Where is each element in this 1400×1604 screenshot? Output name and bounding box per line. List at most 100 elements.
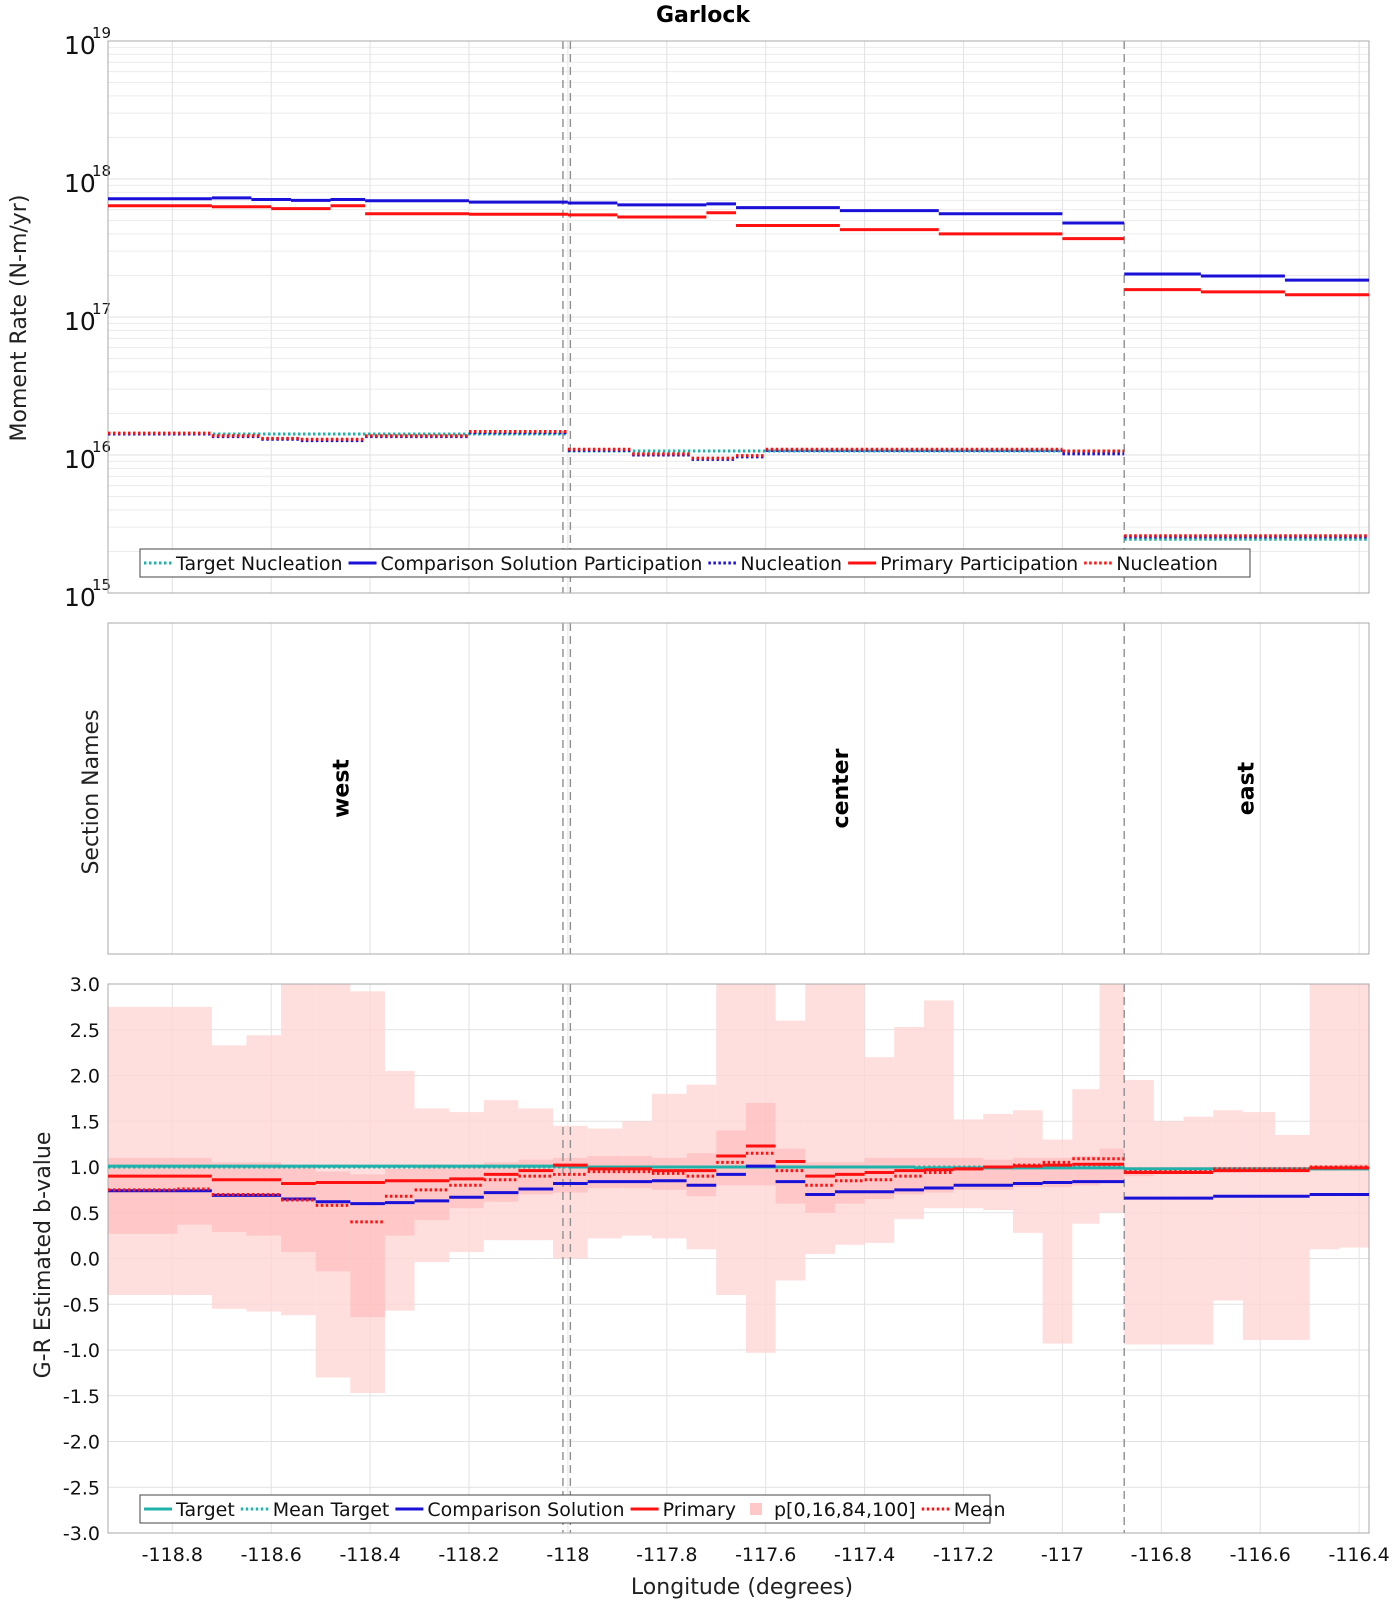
y-tick-exponent: 17 [92, 300, 111, 318]
b-value-panel: 3.0 2.5 2.0 1.5 1.0 0.5 0.0 -0.5 -1.0 -1.5 -2.0 -2.… [63, 974, 1370, 1545]
x-tick-label: -117.2 [933, 1544, 994, 1566]
band-p0-p100 [1242, 1112, 1276, 1340]
series-comparison-solution-participation [108, 196, 1369, 282]
y-tick-label: -2.0 [63, 1432, 100, 1454]
x-tick-label: -117.8 [636, 1544, 697, 1566]
band-p16-p84 [622, 1156, 652, 1189]
x-axis-label: Longitude (degrees) [631, 1575, 853, 1600]
band-p0-p100 [1213, 1110, 1243, 1301]
x-tick-label: -116.4 [1328, 1544, 1389, 1566]
band-p0-p100 [805, 984, 835, 1254]
band-p16-p84 [716, 1130, 746, 1186]
legend-box [139, 548, 1251, 578]
y-tick-label: 0.0 [70, 1249, 100, 1271]
band-p16-p84 [745, 1102, 776, 1186]
legend-label: Target [175, 1499, 235, 1521]
band-p16-p84 [805, 1162, 835, 1213]
figure-title: Garlock [656, 3, 751, 28]
band-p16-p84 [350, 1174, 385, 1318]
y-tick-label: 3.0 [70, 974, 100, 996]
plot-frame [107, 983, 1370, 1534]
plot-frame [107, 622, 1370, 955]
y-tick-label: -3.0 [63, 1523, 100, 1545]
band-p16-p84 [281, 1167, 316, 1253]
y-tick-label: -1.5 [63, 1386, 100, 1408]
x-tick-label: -117.6 [735, 1544, 796, 1566]
series-target-nucleation [108, 432, 1369, 541]
section-label-west: west [329, 759, 354, 818]
band-p0-p100 [834, 984, 865, 1245]
x-tick-label: -118.2 [438, 1544, 499, 1566]
y-tick-label: 1.0 [70, 1157, 100, 1179]
section-label-east: east [1234, 761, 1259, 815]
plot-frame [107, 40, 1370, 594]
band-p0-p100 [108, 1006, 178, 1296]
band-p0-p100 [1309, 984, 1340, 1250]
x-tick-label: -118.4 [339, 1544, 400, 1566]
y-tick-label: -0.5 [63, 1294, 100, 1316]
y-tick-label: 2.0 [70, 1066, 100, 1088]
section-label-center: center [829, 748, 854, 828]
y-axis-label-b-value: G-R Estimated b-value [31, 1132, 56, 1379]
series-mean [108, 1151, 1369, 1224]
band-p0-p100 [1124, 1080, 1154, 1345]
y-tick-label: 10 [64, 169, 96, 198]
band-p16-p84 [1153, 1167, 1184, 1175]
legend-label: Comparison Solution [427, 1499, 624, 1521]
band-p0-p100 [281, 984, 316, 1316]
band-p16-p84 [315, 1171, 351, 1272]
band-p16-p84 [414, 1167, 450, 1221]
y-tick-label: 10 [64, 583, 96, 612]
series-primary [108, 1144, 1369, 1185]
y-axis-label-section-names: Section Names [79, 709, 104, 874]
legend-label: Nucleation [1116, 553, 1218, 575]
y-tick-label: 10 [64, 307, 96, 336]
band-p16-p84 [483, 1162, 519, 1202]
band-p16-p84 [246, 1162, 282, 1236]
band-p0-p100 [1153, 1121, 1184, 1345]
legend-label: p[0,16,84,100] [774, 1499, 916, 1521]
legend-label: Mean Target [273, 1499, 390, 1521]
x-tick-labels: -118.8 -118.6 -118.4 -118.2 -118 -117.8 -117.6… [142, 1544, 1390, 1566]
y-tick-exponent: 19 [92, 24, 111, 42]
legend-label: Primary Participation [880, 553, 1078, 575]
band-p0-p100 [1183, 1116, 1214, 1345]
band-p16-p84 [775, 1148, 806, 1204]
series-nucleation [108, 430, 1369, 538]
x-tick-label: -116.6 [1230, 1544, 1291, 1566]
x-tick-label: -116.8 [1131, 1544, 1192, 1566]
band-p0-p100 [1275, 1134, 1310, 1340]
band-p16-p84 [894, 1157, 924, 1195]
x-tick-label: -118.8 [142, 1544, 203, 1566]
legend-box [139, 1494, 991, 1524]
series-comparison-solution [108, 1164, 1369, 1206]
band-p0-p100 [177, 1006, 212, 1296]
x-tick-label: -118 [546, 1544, 589, 1566]
series-nucleation [108, 431, 1369, 539]
y-tick-label: 2.5 [70, 1020, 100, 1042]
legend-label: Comparison Solution Participation [381, 553, 703, 575]
y-tick-label: 10 [64, 445, 96, 474]
y-axis-label-moment-rate: Moment Rate (N-m/yr) [7, 195, 32, 442]
y-tick-label: 10 [64, 31, 96, 60]
x-tick-label: -118.6 [241, 1544, 302, 1566]
band-p0-p100 [1339, 984, 1369, 1248]
series-mean-target [108, 1165, 1369, 1171]
band-p16-p84 [686, 1153, 717, 1197]
y-tick-label: 0.5 [70, 1203, 100, 1225]
y-tick-label: 1.5 [70, 1111, 100, 1133]
section-names-panel: west center east [107, 622, 1370, 955]
y-tick-label: -1.0 [63, 1340, 100, 1362]
band-p16-p84 [108, 1157, 178, 1234]
legend-label: Nucleation [740, 553, 842, 575]
y-tick-exponent: 16 [92, 438, 111, 456]
band-p0-p100 [864, 1057, 895, 1243]
legend-label: Target Nucleation [175, 553, 343, 575]
band-p16-p84 [834, 1162, 865, 1204]
y-tick-exponent: 15 [92, 576, 111, 594]
legend-label: Primary [663, 1499, 736, 1521]
band-p16-p84 [211, 1162, 247, 1232]
legend-swatch [750, 1503, 762, 1515]
